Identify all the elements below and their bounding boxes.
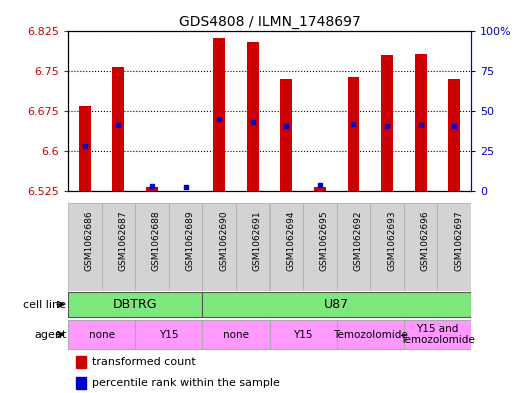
Bar — [247, 42, 258, 191]
Text: U87: U87 — [324, 298, 349, 311]
Bar — [213, 38, 225, 191]
Bar — [437, 203, 471, 291]
Bar — [415, 54, 426, 191]
Bar — [404, 203, 437, 291]
Bar — [404, 320, 471, 349]
Text: GSM1062695: GSM1062695 — [320, 210, 329, 271]
Text: GSM1062689: GSM1062689 — [186, 210, 195, 271]
Text: GSM1062692: GSM1062692 — [354, 210, 362, 270]
Text: GSM1062690: GSM1062690 — [219, 210, 228, 271]
Bar — [280, 79, 292, 191]
Bar — [337, 203, 370, 291]
Title: GDS4808 / ILMN_1748697: GDS4808 / ILMN_1748697 — [179, 15, 360, 29]
Text: GSM1062693: GSM1062693 — [387, 210, 396, 271]
Bar — [269, 203, 303, 291]
Text: cell line: cell line — [24, 299, 66, 310]
Text: Y15 and
Temozolomide: Y15 and Temozolomide — [400, 324, 475, 345]
Bar — [68, 320, 135, 349]
Bar — [370, 203, 404, 291]
Bar — [337, 320, 404, 349]
Text: GSM1062694: GSM1062694 — [286, 210, 295, 270]
Text: Y15: Y15 — [293, 329, 313, 340]
Text: transformed count: transformed count — [92, 357, 196, 367]
Bar — [314, 187, 326, 191]
Text: GSM1062688: GSM1062688 — [152, 210, 161, 271]
Bar — [146, 187, 158, 191]
Bar — [135, 203, 169, 291]
Text: GSM1062687: GSM1062687 — [118, 210, 128, 271]
Bar — [269, 320, 337, 349]
Bar — [79, 106, 90, 191]
Text: Temozolomide: Temozolomide — [333, 329, 407, 340]
Bar — [236, 203, 269, 291]
Bar — [169, 203, 202, 291]
Bar — [448, 79, 460, 191]
Bar — [68, 292, 202, 317]
Bar — [76, 356, 86, 368]
Text: Y15: Y15 — [159, 329, 178, 340]
Bar — [348, 77, 359, 191]
Bar — [202, 203, 236, 291]
Bar — [202, 320, 269, 349]
Bar — [101, 203, 135, 291]
Text: GSM1062691: GSM1062691 — [253, 210, 262, 271]
Bar — [112, 67, 124, 191]
Text: GSM1062697: GSM1062697 — [454, 210, 463, 271]
Text: GSM1062686: GSM1062686 — [85, 210, 94, 271]
Text: agent: agent — [34, 329, 66, 340]
Text: percentile rank within the sample: percentile rank within the sample — [92, 378, 280, 388]
Bar — [381, 55, 393, 191]
Bar — [202, 292, 471, 317]
Bar — [76, 377, 86, 389]
Text: GSM1062696: GSM1062696 — [420, 210, 429, 271]
Text: DBTRG: DBTRG — [113, 298, 157, 311]
Text: none: none — [223, 329, 249, 340]
Text: none: none — [88, 329, 115, 340]
Bar — [303, 203, 337, 291]
Bar — [68, 203, 101, 291]
Bar — [135, 320, 202, 349]
